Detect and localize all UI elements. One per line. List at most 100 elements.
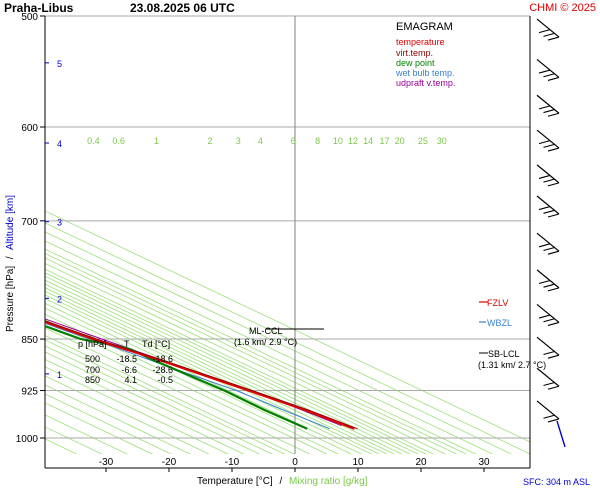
temperature-tick-label: 0 (292, 457, 298, 468)
credit-text: CHMI © 2025 (529, 2, 596, 14)
altitude-axis: 1 2 3 4 5 (45, 59, 62, 380)
wind-barb-feather (538, 314, 551, 319)
mixing-ratio-line (45, 307, 353, 454)
wind-barb-staff (556, 420, 566, 448)
profile-dew-point (45, 324, 308, 430)
table-row-700-t: -6.6 (121, 365, 137, 375)
ml-ccl-detail: (1.6 km/ 2.9 °C) (234, 337, 297, 347)
wind-barb-feather (538, 69, 551, 74)
wind-barb-staff (536, 129, 560, 149)
mixing-ratio-line (45, 240, 494, 454)
table-header-p: p [hPa] (78, 339, 107, 349)
pressure-tick-label: 1000 (16, 434, 39, 445)
altitude-tick-label: 5 (57, 59, 62, 69)
sounding-profiles (45, 318, 358, 430)
table-row-700-p: 700 (85, 365, 100, 375)
mixing-ratio-line (45, 345, 273, 454)
y-axis-altitude-label: Altitude [km] (5, 195, 16, 250)
wind-barb-feather (543, 178, 555, 183)
mixing-ratio-line (45, 231, 513, 454)
wind-barb-feather (543, 32, 555, 37)
wind-barb-feather (543, 109, 555, 114)
wind-barb-feather (547, 321, 560, 326)
x-axis-title: Temperature [°C] / Mixing ratio [g/kg] (197, 476, 368, 487)
wind-barb-feather (547, 287, 560, 292)
wind-barb-staff (536, 59, 560, 78)
table-row-850-t: 4.1 (124, 375, 137, 385)
pressure-tick-label: 925 (21, 387, 38, 398)
mixing-ratio-line (45, 210, 530, 443)
mixing-ratio-line (45, 375, 210, 454)
wind-barb-feather (543, 350, 555, 356)
wind-barb (536, 400, 560, 423)
wind-barb-staff (536, 400, 560, 420)
isobar-lines (45, 15, 530, 439)
wind-barb (536, 269, 560, 292)
altitude-tick-label: 1 (57, 370, 62, 380)
altitude-tick-label: 2 (57, 294, 62, 304)
wind-barb-staff (536, 195, 560, 215)
wind-barb (536, 94, 560, 117)
wind-barb-feather (538, 279, 551, 285)
legend-dew-point: dew point (396, 58, 435, 68)
surface-elevation: SFC: 304 m ASL (523, 477, 590, 487)
mixing-ratio-line (45, 327, 311, 454)
legend-virt-temp: virt.temp. (396, 48, 433, 58)
mixing-ratio-line (45, 287, 396, 454)
wind-barb (536, 367, 560, 390)
temperature-tick-label: 10 (352, 457, 364, 468)
mixing-ratio-label: 25 (418, 136, 428, 146)
mixing-ratio-line (45, 268, 435, 454)
wind-barb (536, 336, 560, 359)
mixing-ratio-label: 30 (437, 136, 447, 146)
legend: EMAGRAM temperature virt.temp. dew point… (395, 21, 455, 88)
wind-barb-staff (536, 303, 560, 323)
mixing-ratio-label: 12 (348, 136, 358, 146)
wind-barb-feather (543, 318, 555, 323)
legend-title: EMAGRAM (396, 21, 453, 33)
sb-lcl-detail: (1.31 km/ 2.7 °C) (478, 360, 546, 370)
wind-barb (536, 195, 560, 218)
wind-barb-feather (547, 36, 560, 41)
wind-barb-feather (543, 209, 555, 214)
wind-barb-feather (543, 246, 555, 252)
wind-barb-feather (538, 206, 551, 211)
mixing-ratio-lines (45, 210, 530, 454)
mixing-ratio-label: 1 (154, 136, 159, 146)
pressure-tick-label: 850 (21, 335, 38, 346)
x-axis-temperature-label: Temperature [°C] (197, 476, 273, 487)
pressure-tick-label: 500 (21, 12, 38, 23)
pressure-axis: 500 600 700 850 925 1000 (16, 12, 45, 445)
wind-barb-feather (538, 174, 551, 179)
mixing-ratio-line (45, 298, 373, 454)
temperature-tick-label: 30 (478, 457, 490, 468)
sounding-datetime: 23.08.2025 06 UTC (130, 1, 235, 15)
profile-temperature (45, 320, 355, 430)
wind-barb-staff (536, 336, 560, 356)
legend-wet-bulb: wet bulb temp. (395, 68, 455, 78)
wind-barb-feather (543, 414, 555, 419)
temperature-tick-label: -10 (225, 457, 240, 468)
legend-updraft: udpraft v.temp. (396, 78, 455, 88)
mixing-ratio-label: 17 (379, 136, 389, 146)
wind-barb-feather (538, 140, 551, 145)
mixing-ratio-line (45, 426, 103, 454)
wind-barb-staff (536, 269, 560, 289)
wind-barb-feather (547, 385, 560, 390)
x-axis-mixing-label: Mixing ratio [g/kg] (289, 476, 368, 487)
wind-barb-feather (543, 283, 555, 288)
table-row-700-td: -28.6 (152, 365, 173, 375)
legend-temperature: temperature (396, 37, 445, 47)
mixing-ratio-line (45, 272, 427, 454)
mixing-ratio-line (45, 257, 458, 454)
wind-barb-feather (547, 213, 560, 218)
pressure-tick-label: 600 (21, 123, 38, 134)
mixing-ratio-label: 8 (315, 136, 320, 146)
table-row-500-p: 500 (85, 354, 100, 364)
wind-barb-feather (547, 147, 560, 152)
mixing-ratio-line (45, 263, 447, 454)
wind-barb-feather (543, 73, 555, 78)
wind-barbs (536, 18, 566, 448)
wind-barb (536, 232, 560, 255)
